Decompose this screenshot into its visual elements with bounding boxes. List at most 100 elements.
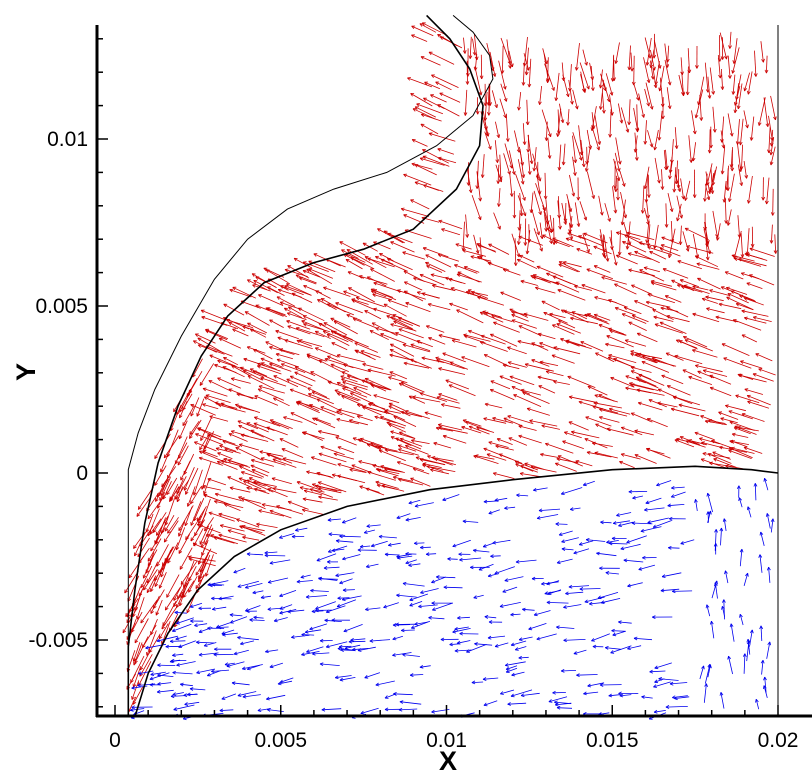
red-vector [643,120,648,145]
red-vector [543,211,550,231]
blue-vector [618,521,634,527]
red-vector [670,220,675,243]
blue-vector [218,595,234,601]
red-vector [390,323,415,331]
red-vector [604,203,611,222]
blue-vector [369,638,391,643]
red-vector [664,295,682,303]
red-vector [711,439,733,449]
red-vector [735,302,754,311]
red-vector [235,403,261,413]
blue-vector [279,677,294,684]
red-vector [373,394,400,404]
red-vector [375,467,400,474]
red-vector [175,527,186,551]
red-vector [438,426,468,434]
blue-vector [339,578,353,585]
red-vector [705,163,713,186]
red-vector [163,520,179,543]
red-vector [608,299,628,308]
red-vector [610,376,635,388]
red-vector [660,244,679,251]
blue-vector [207,626,225,631]
red-vector [630,350,650,358]
red-vector [741,309,769,317]
red-vector [729,149,734,168]
red-vector [491,90,498,109]
red-vector [427,455,453,466]
red-vector [744,388,764,395]
red-vector [552,237,574,248]
blue-vector [563,604,582,609]
red-vector [532,147,537,172]
blue-vector [627,582,643,588]
red-vector [361,379,387,392]
red-vector [722,180,727,203]
red-vector [579,62,590,90]
blue-vector [266,694,286,701]
blue-vector [505,667,518,673]
red-vector [616,254,638,265]
red-vector [208,380,232,392]
blue-vector [538,508,561,513]
red-vector [488,243,510,255]
blue-vector [392,652,412,657]
red-vector [519,472,542,478]
blue-vector [408,563,421,567]
red-vector [280,363,306,373]
red-vector [701,297,718,304]
blue-vector [172,623,192,632]
red-vector [306,353,327,362]
blue-vector [428,615,445,620]
blue-vector [736,485,741,498]
red-vector [269,345,295,355]
red-vector [649,251,667,260]
blue-vector [763,477,769,491]
red-vector [654,323,683,334]
blue-vector [649,669,666,674]
blue-vector [405,517,421,522]
blue-vector [409,593,429,602]
red-vector [152,512,167,533]
red-vector [189,420,200,435]
blue-vector [644,507,665,512]
red-vector [589,62,595,81]
red-vector [164,587,181,611]
red-vector [769,224,774,244]
x-tick-label: 0.01 [426,729,467,752]
red-vector [741,413,765,422]
red-vector [442,352,466,363]
red-vector [426,265,443,273]
red-vector [728,447,753,459]
red-vector [720,37,725,60]
red-vector [232,328,249,337]
red-vector [362,405,390,415]
blue-vector [409,601,423,607]
red-vector [216,460,238,470]
red-vector [142,552,155,579]
red-vector [425,325,445,333]
blue-vector [719,692,725,709]
red-vector [509,375,535,386]
blue-vector [760,659,765,675]
red-vector [301,320,324,330]
red-vector [564,431,582,439]
red-vector [154,433,171,459]
red-vector [493,212,501,230]
red-vector [598,79,605,110]
red-vector [518,424,537,431]
red-vector [410,199,430,210]
red-vector [594,394,618,403]
red-vector [652,309,674,321]
red-vector [552,275,578,287]
red-vector [197,344,225,355]
red-vector [614,306,636,316]
blue-vector [616,512,632,517]
red-vector [214,401,238,409]
red-vector [653,224,659,249]
blue-vector [638,564,656,571]
red-vector [561,143,566,166]
red-vector [154,557,170,581]
red-vector [413,277,437,286]
red-vector [454,264,478,274]
